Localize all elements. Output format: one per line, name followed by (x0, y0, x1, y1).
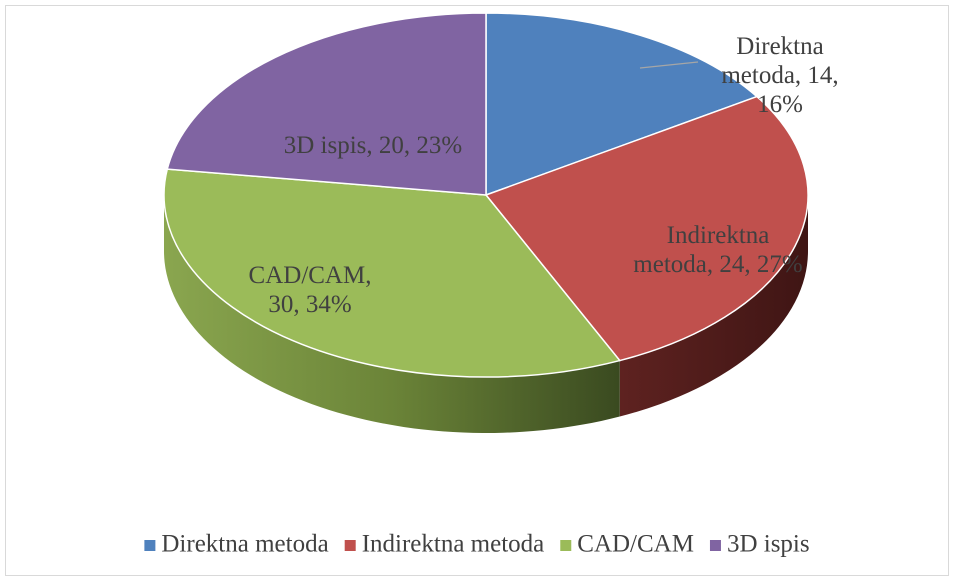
pie-slice (166, 12, 487, 196)
data-label-box: CAD/CAM, 30, 34% (248, 262, 372, 318)
legend-label: CAD/CAM (577, 531, 694, 558)
pie-sides (164, 195, 808, 433)
legend: Direktna metoda Indirektna metoda CAD/CAM 3… (144, 531, 810, 558)
data-label-box: 3D ispis, 20, 23% (283, 131, 463, 159)
data-label: Indirektna metoda, 24, 27% (633, 222, 803, 278)
legend-label: Direktna metoda (161, 531, 328, 558)
leader-line (639, 61, 699, 69)
data-label: 3D ispis, 20, 23% (283, 131, 463, 159)
pie-side (619, 195, 808, 417)
legend-swatch (144, 540, 156, 551)
data-labels: Direktna metoda, 14, 16% Indirektna metod… (248, 32, 839, 319)
data-label: Direktna metoda, 14, 16% (721, 32, 839, 118)
pie-side (164, 195, 620, 433)
data-label-box: Direktna metoda, 14, 16% (721, 32, 839, 118)
pie-top (163, 12, 809, 378)
legend-swatch (560, 540, 572, 551)
data-label-box: Indirektna metoda, 24, 27% (633, 222, 803, 278)
pie-slice (163, 168, 622, 378)
legend-swatch (709, 540, 721, 551)
pie-slice (485, 12, 759, 197)
data-label: CAD/CAM, 30, 34% (248, 262, 372, 318)
legend-swatch (344, 540, 356, 551)
legend-label: Indirektna metoda (362, 531, 545, 558)
legend-label: 3D ispis (727, 531, 810, 558)
